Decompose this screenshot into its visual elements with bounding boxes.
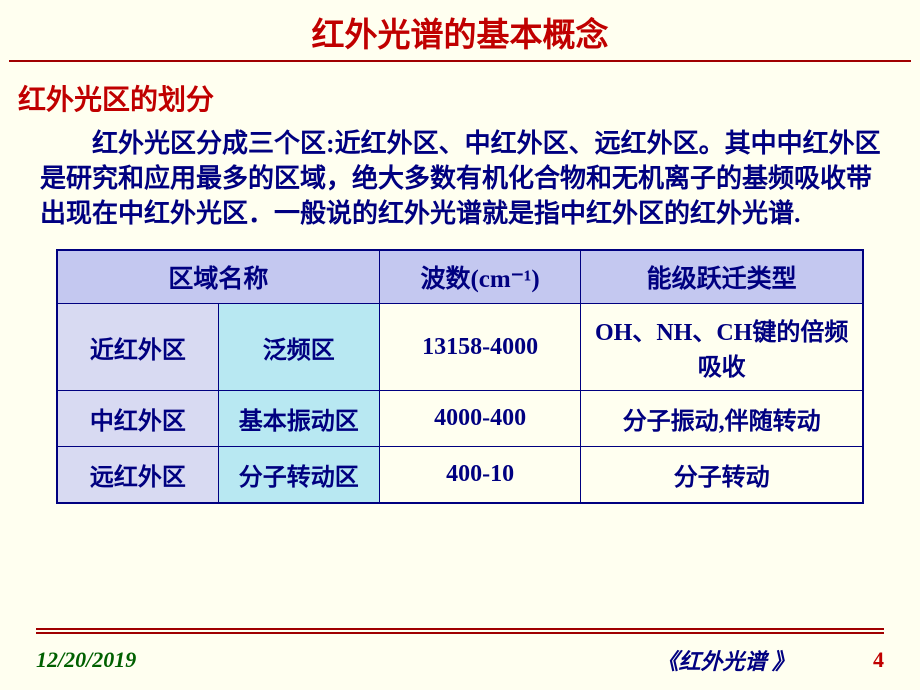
- cell-region: 中红外区: [57, 391, 218, 447]
- table-row: 近红外区 泛频区 13158-4000 OH、NH、CH键的倍频吸收: [57, 304, 863, 391]
- cell-region: 远红外区: [57, 447, 218, 503]
- table-container: 区域名称 波数(cm⁻¹) 能级跃迁类型 近红外区 泛频区 13158-4000…: [0, 249, 920, 504]
- th-wavenumber: 波数(cm⁻¹): [379, 250, 581, 304]
- cell-transition: 分子转动: [581, 447, 863, 503]
- th-region: 区域名称: [57, 250, 379, 304]
- cell-transition: OH、NH、CH键的倍频吸收: [581, 304, 863, 391]
- cell-wavenumber: 13158-4000: [379, 304, 581, 391]
- cell-subregion: 基本振动区: [218, 391, 379, 447]
- slide-title: 红外光谱的基本概念: [0, 8, 920, 56]
- ir-region-table: 区域名称 波数(cm⁻¹) 能级跃迁类型 近红外区 泛频区 13158-4000…: [56, 249, 864, 504]
- cell-wavenumber: 400-10: [379, 447, 581, 503]
- section-subtitle: 红外光区的划分: [0, 78, 920, 118]
- table-row: 远红外区 分子转动区 400-10 分子转动: [57, 447, 863, 503]
- footer-book-title: 《红外光谱 》: [656, 644, 794, 676]
- title-underline: [9, 60, 911, 62]
- slide: 红外光谱的基本概念 红外光区的划分 红外光区分成三个区:近红外区、中红外区、远红…: [0, 0, 920, 690]
- cell-wavenumber: 4000-400: [379, 391, 581, 447]
- cell-region: 近红外区: [57, 304, 218, 391]
- footer-date: 12/20/2019: [36, 647, 136, 673]
- table-row: 中红外区 基本振动区 4000-400 分子振动,伴随转动: [57, 391, 863, 447]
- slide-footer: 12/20/2019 《红外光谱 》 4: [0, 628, 920, 676]
- footer-rule: [36, 628, 884, 634]
- cell-subregion: 泛频区: [218, 304, 379, 391]
- th-transition: 能级跃迁类型: [581, 250, 863, 304]
- cell-subregion: 分子转动区: [218, 447, 379, 503]
- cell-transition: 分子振动,伴随转动: [581, 391, 863, 447]
- footer-page-number: 4: [844, 647, 884, 673]
- footer-row: 12/20/2019 《红外光谱 》 4: [36, 644, 884, 676]
- body-paragraph: 红外光区分成三个区:近红外区、中红外区、远红外区。其中中红外区是研究和应用最多的…: [0, 126, 920, 231]
- table-header-row: 区域名称 波数(cm⁻¹) 能级跃迁类型: [57, 250, 863, 304]
